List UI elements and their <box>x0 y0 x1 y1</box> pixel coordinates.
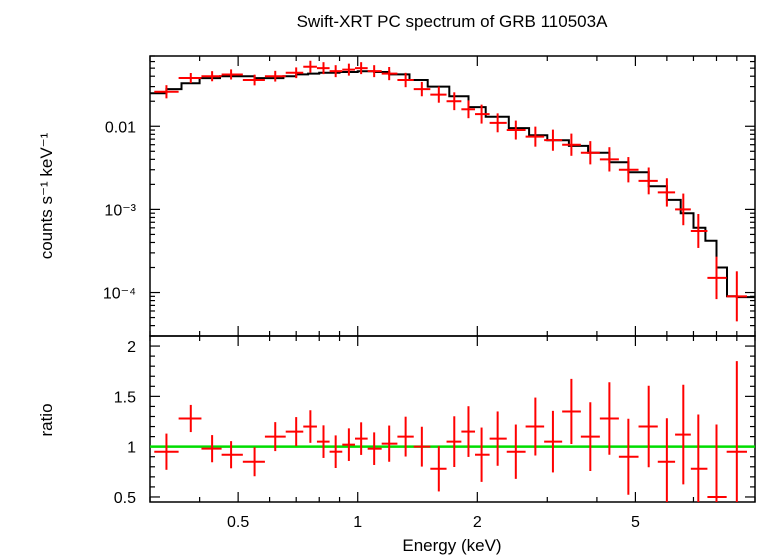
y-tick-label: 1.5 <box>114 389 136 406</box>
ratio-data-point <box>489 411 507 466</box>
y-tick-label: 0.01 <box>105 119 136 136</box>
spectrum-data-point <box>355 62 368 75</box>
ratio-panel: 0.5 1 2 5 0.5 1 1.5 2 ratio Energy (keV) <box>37 335 756 555</box>
spectrum-data-point <box>316 62 330 75</box>
y-tick-label: 10⁻⁴ <box>103 286 136 303</box>
spectrum-data-point <box>446 92 462 111</box>
spectrum-data-point <box>221 69 243 80</box>
ratio-data-point <box>316 425 330 458</box>
spectrum-data-point <box>154 85 179 99</box>
ratio-data-point <box>242 447 265 477</box>
ratio-data-point <box>506 424 526 479</box>
y-tick-label: 1 <box>127 440 136 457</box>
spectrum-data-point <box>657 178 676 207</box>
spectrum-y-axis-label: counts s⁻¹ keV⁻¹ <box>37 132 56 259</box>
spectrum-data-point <box>707 256 727 300</box>
x-tick-label: 0.5 <box>227 514 249 531</box>
ratio-data-point <box>397 416 414 457</box>
ratio-data-point <box>525 397 545 456</box>
chart-title: Swift-XRT PC spectrum of GRB 110503A <box>297 12 609 31</box>
ratio-y-axis-label: ratio <box>37 403 56 436</box>
spectrum-data-point <box>342 63 356 76</box>
ratio-data-point <box>618 418 639 495</box>
ratio-data-point <box>355 422 368 455</box>
y-tick-label: 2 <box>127 339 136 356</box>
ratio-data-point <box>430 446 447 492</box>
spectrum-data-point <box>599 147 619 172</box>
spectrum-data-point <box>525 126 545 147</box>
ratio-data-point <box>381 425 398 462</box>
ratio-panel-frame <box>149 335 756 503</box>
spectrum-data-point <box>690 214 708 248</box>
ratio-data-point <box>178 404 202 433</box>
spectrum-data-point <box>381 67 398 81</box>
spectrum-data-point <box>580 141 600 165</box>
ratio-data-point <box>413 426 431 467</box>
ratio-data-point <box>580 402 600 472</box>
ratio-data-point <box>562 378 581 445</box>
spectrum-data-point <box>397 72 414 88</box>
ratio-data-point <box>544 410 563 473</box>
spectrum-data-point <box>506 120 526 140</box>
ratio-data-point <box>303 410 317 443</box>
spectrum-data-point <box>726 271 747 322</box>
ratio-data-point <box>285 417 304 447</box>
spectrum-data-point <box>329 65 343 78</box>
spectrum-data-point <box>201 71 222 82</box>
ratio-data-point <box>342 428 356 461</box>
ratio-data-point <box>475 427 490 482</box>
ratio-data-point <box>707 424 727 502</box>
x-tick-label: 5 <box>631 514 640 531</box>
ratio-data-point <box>154 433 179 470</box>
y-tick-label: 0.5 <box>114 490 136 507</box>
model-curve <box>150 70 755 299</box>
ratio-data-point <box>264 422 286 452</box>
x-tick-label: 1 <box>353 514 362 531</box>
spectrum-data-point <box>638 167 658 195</box>
ratio-data-point <box>461 406 476 457</box>
spectrum-data-point <box>461 100 476 119</box>
spectrum-data-point <box>562 133 581 156</box>
spectrum-data-point <box>285 67 304 79</box>
x-tick-label: 2 <box>473 514 482 531</box>
spectrum-data-point <box>618 157 639 183</box>
spectrum-data-point <box>264 70 286 82</box>
ratio-data-point <box>446 416 462 467</box>
ratio-data-point <box>201 435 222 463</box>
spectrum-data-point <box>413 81 431 97</box>
spectrum-data-point <box>303 60 317 73</box>
ratio-data-point <box>690 414 708 502</box>
spectrum-data-point <box>178 73 202 84</box>
ratio-data-point <box>726 361 747 502</box>
x-axis-label: Energy (keV) <box>402 536 501 555</box>
spectrum-data-point <box>430 86 447 103</box>
ratio-data-point <box>657 418 676 502</box>
spectrum-data-point <box>367 65 382 78</box>
spectrum-panel-frame <box>149 55 756 337</box>
y-tick-label: 10⁻³ <box>104 202 136 219</box>
ratio-data-point <box>599 382 619 455</box>
ratio-data-point <box>675 384 691 485</box>
ratio-data-point <box>638 385 658 468</box>
ratio-data-point <box>329 435 343 468</box>
spectrum-panel: 0.01 10⁻³ 10⁻⁴ counts s⁻¹ keV⁻¹ <box>37 55 756 337</box>
spectrum-data-point <box>544 129 563 151</box>
spectrum-data-point <box>675 193 691 226</box>
ratio-data-point <box>221 441 243 469</box>
ratio-data-point <box>367 432 382 465</box>
spectrum-data-point <box>489 113 507 133</box>
spectrum-data-point <box>475 104 490 124</box>
spectrum-data-point <box>242 74 265 86</box>
